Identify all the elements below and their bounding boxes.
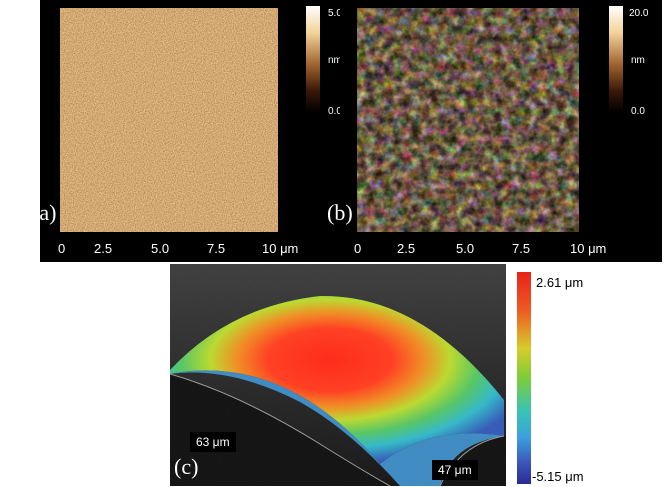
panel-label-b: (b) [327,200,353,225]
colorbar-b-min: 0.0 [631,106,645,117]
axis-strip [40,232,662,262]
surface-3d-plot [170,264,506,486]
axis-b-tick-1: 2.5 [397,241,416,256]
axis-b-tick-3: 7.5 [512,241,531,256]
colorbar-b [609,6,623,112]
colorbar-c-min: -5.15 μm [532,469,584,484]
colorbar-a-max: 5.0 [328,8,342,19]
colorbar-a-unit: nm [328,55,342,66]
axis-a-tick-0: 0 [58,241,66,256]
panel-label-c: (c) [174,454,199,479]
axis-b-tick-2: 5.0 [456,241,475,256]
dimension-label-right: 47 μm [432,460,478,480]
afm-image-a [60,8,278,232]
colorbar-a-min: 0.0 [328,106,342,117]
axis-b-tick-4: 10 μm [570,241,607,256]
axis-a-tick-1: 2.5 [94,241,113,256]
axis-a-tick-3: 7.5 [207,241,226,256]
colorbar-c [517,272,531,484]
colorbar-c-max: 2.61 μm [536,275,584,290]
colorbar-b-max: 20.0 [629,8,649,19]
panel-c: 63 μm 47 μm (c) [170,264,506,486]
panel-label-a: (a) [32,200,57,225]
colorbar-b-unit: nm [631,55,645,66]
dimension-label-left: 63 μm [190,432,236,452]
axis-b-tick-0: 0 [354,241,362,256]
axis-a-tick-2: 5.0 [151,241,170,256]
axis-a-tick-4: 10 μm [262,241,299,256]
colorbar-a [306,6,320,112]
afm-image-b [357,8,579,232]
